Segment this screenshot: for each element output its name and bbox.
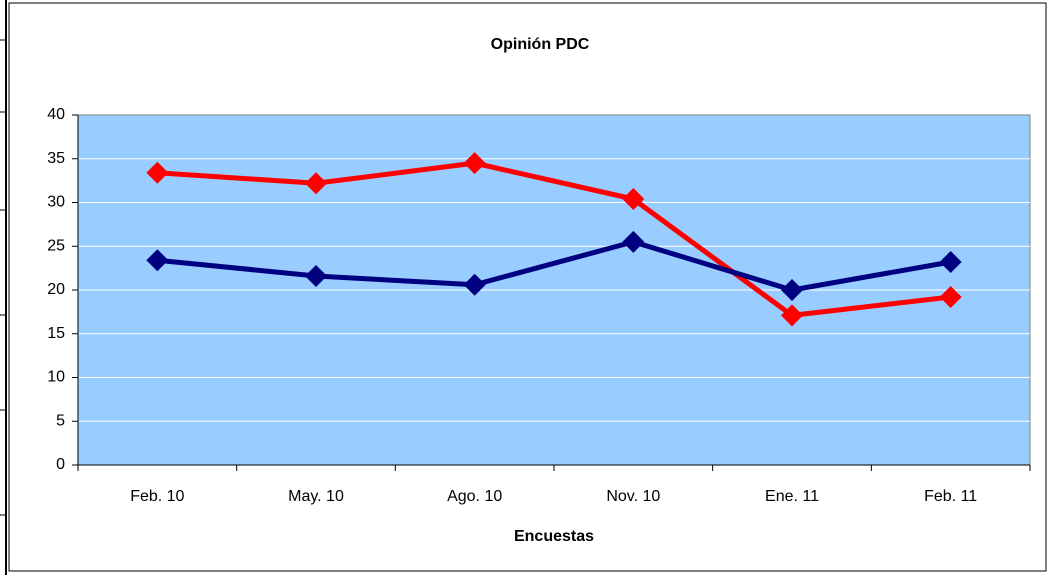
y-tick-label: 25	[47, 237, 65, 254]
x-tick-label: May. 10	[288, 488, 344, 505]
marker	[781, 304, 803, 327]
y-tick-label: 15	[47, 325, 65, 342]
marker	[939, 251, 962, 273]
marker	[781, 279, 803, 301]
y-tick-label: 10	[47, 369, 65, 386]
marker	[146, 161, 169, 184]
x-tick-label: Ago. 10	[447, 488, 502, 505]
marker	[305, 265, 327, 287]
marker	[463, 152, 486, 175]
y-tick-label: 0	[56, 456, 65, 473]
marker	[305, 172, 327, 195]
series-line	[157, 160, 951, 318]
y-tick-label: 20	[47, 281, 65, 298]
x-tick-label: Feb. 10	[130, 488, 184, 505]
x-tick-label: Ene. 11	[765, 488, 819, 505]
y-tick-label: 30	[47, 194, 65, 211]
chart-title: Opinión PDC	[491, 36, 590, 53]
y-tick-label: 5	[56, 412, 65, 429]
x-tick-label: Feb. 11	[924, 488, 977, 505]
x-tick-label: Nov. 10	[606, 488, 660, 505]
marker	[939, 286, 962, 308]
x-axis-title: Encuestas	[514, 528, 594, 545]
frame-ticks	[0, 39, 6, 516]
chart-border	[8, 2, 1047, 572]
y-tick-label: 35	[47, 150, 65, 167]
marker	[622, 188, 645, 210]
marker	[463, 273, 486, 296]
series-line	[157, 239, 952, 293]
y-tick-label: 40	[47, 106, 65, 123]
marker	[622, 230, 645, 253]
marker	[146, 249, 169, 272]
